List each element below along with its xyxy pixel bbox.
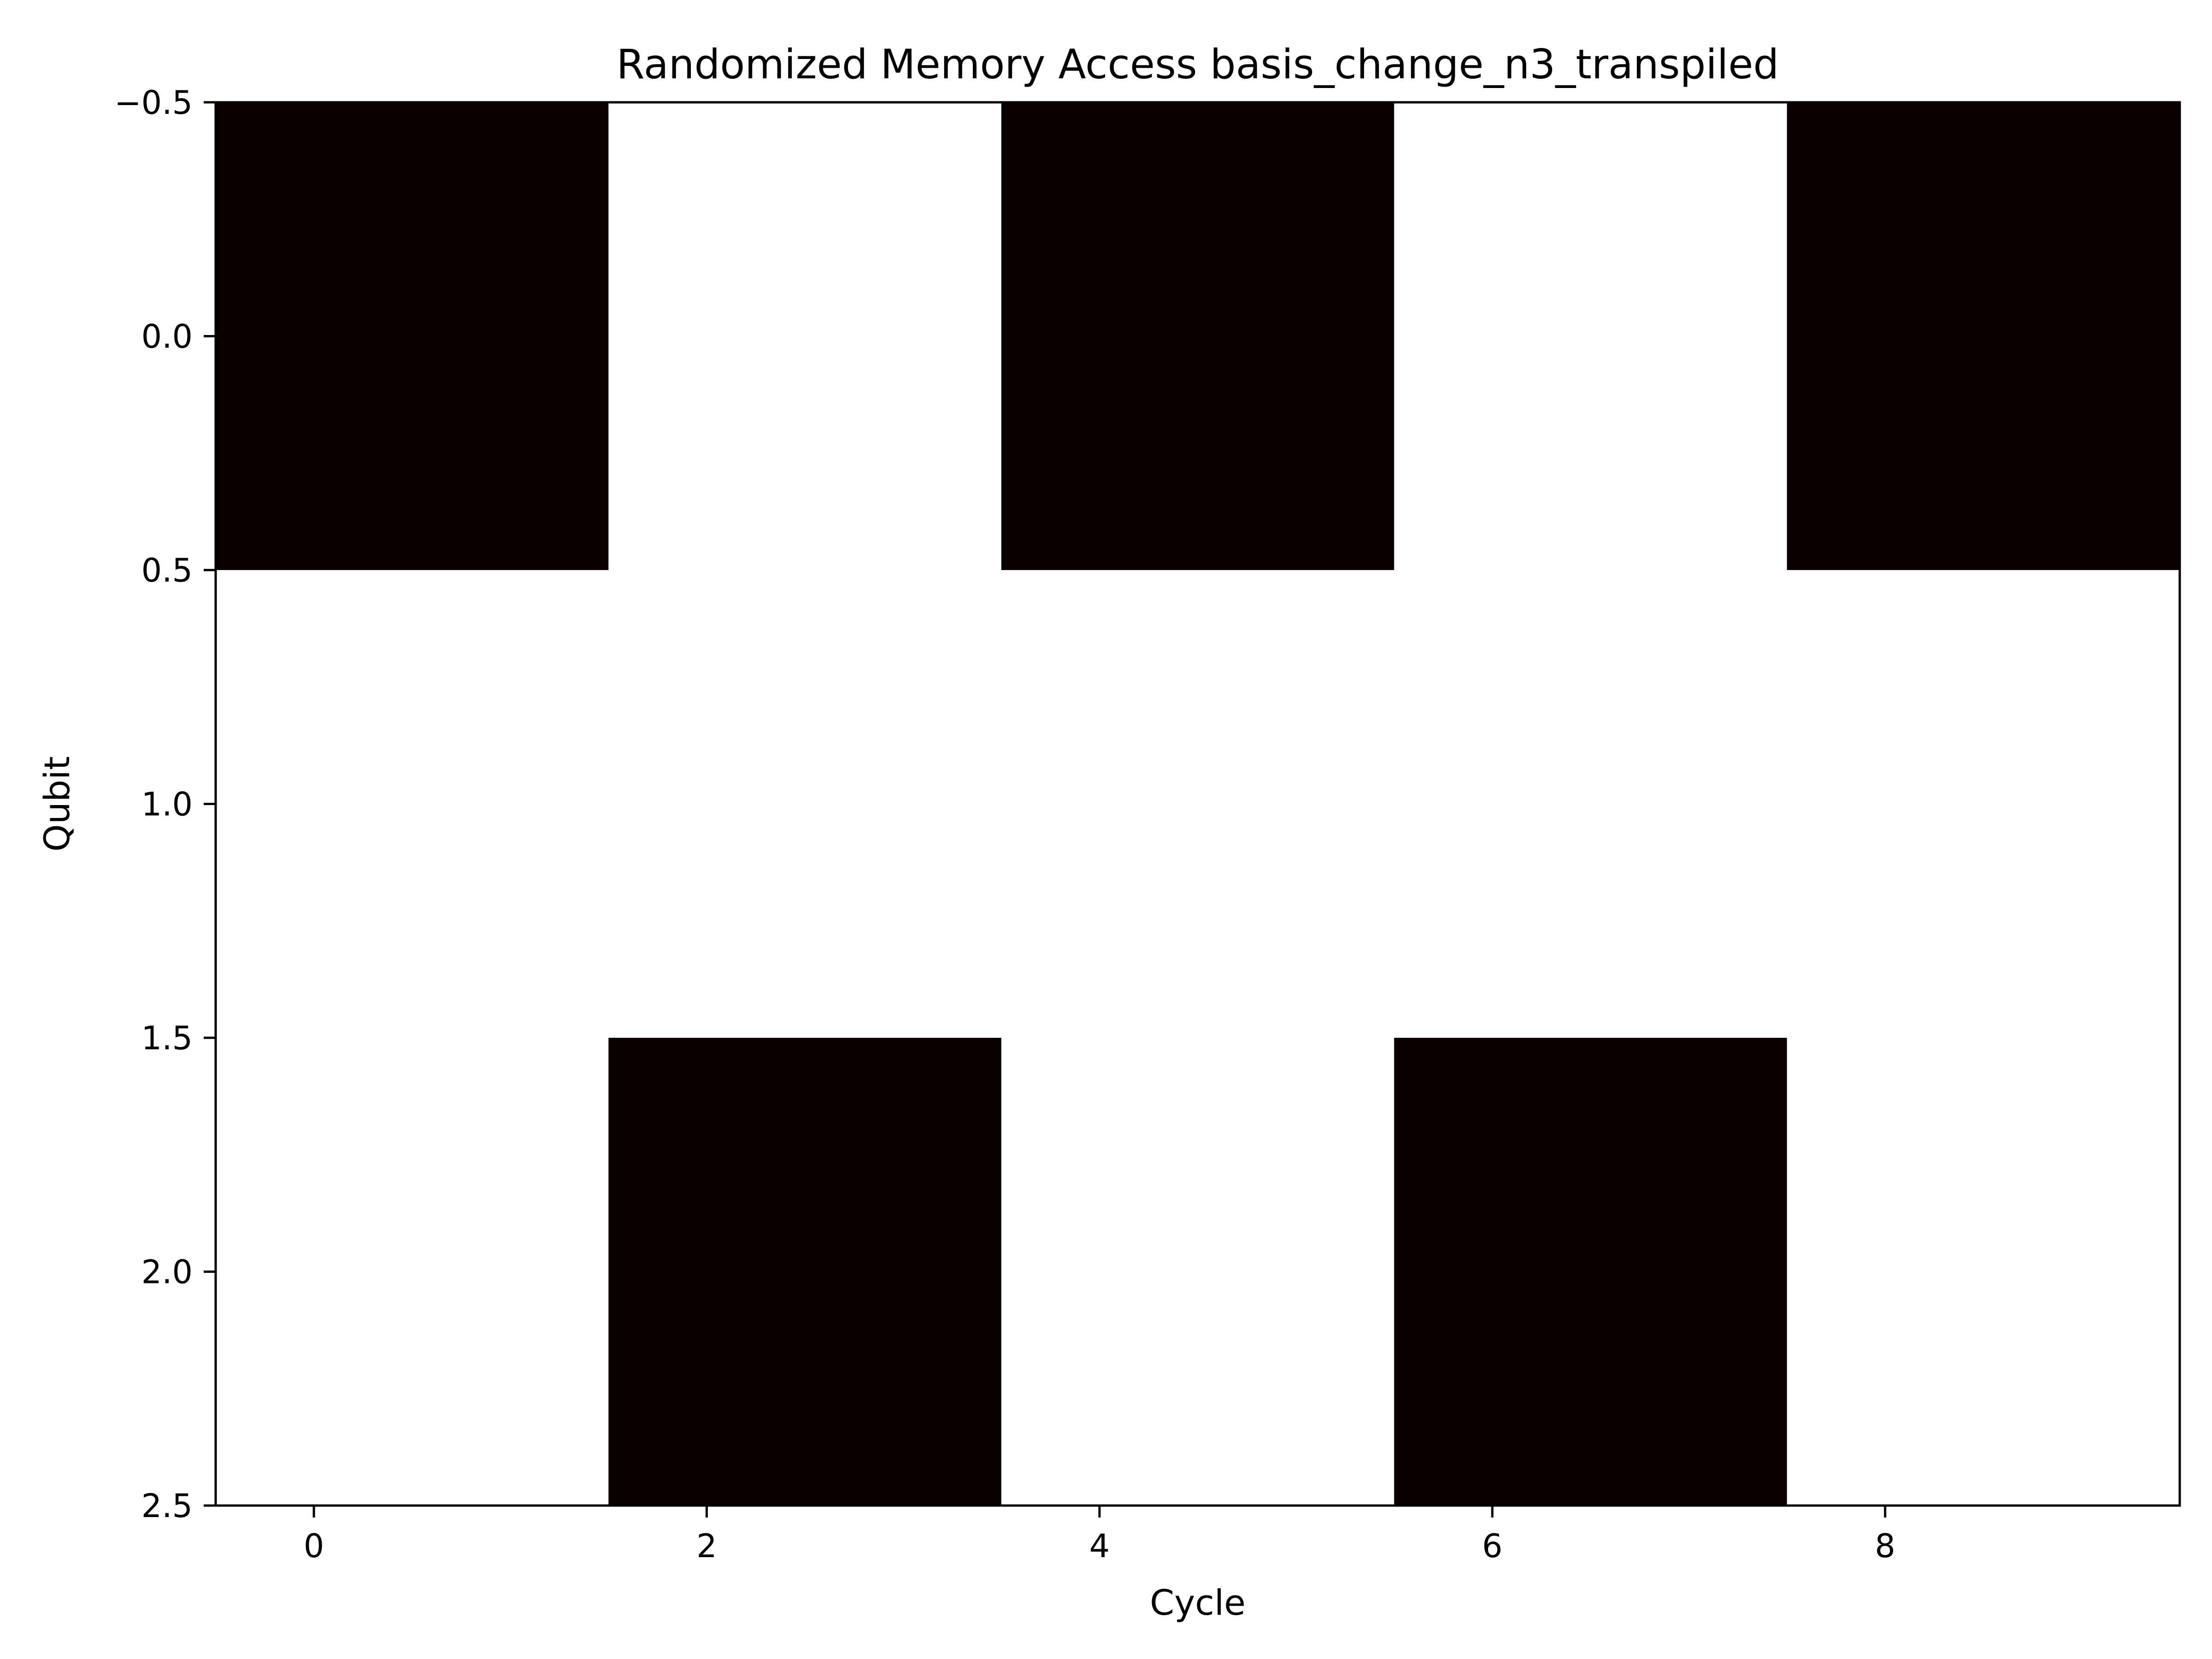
heatmap-cell [805, 570, 1002, 1038]
heatmap-cell [1001, 102, 1198, 571]
y-tick-label: 1.0 [141, 786, 193, 824]
heatmap-cell [1001, 570, 1198, 1038]
heatmap-cell [1787, 570, 1984, 1038]
heatmap-cell [216, 570, 412, 1038]
heatmap-cell [1394, 102, 1591, 571]
x-tick-label: 6 [1482, 1527, 1503, 1565]
heatmap-cell [1590, 1038, 1788, 1506]
x-tick-label: 8 [1875, 1527, 1895, 1565]
heatmap-cell [216, 1038, 412, 1506]
axis-ticks: 0 2 4 6 8 −0.5 0.0 0.5 1.0 1.5 2.0 2.5 [114, 84, 1895, 1565]
heatmap-cell [805, 1038, 1002, 1506]
heatmap-cell [608, 570, 806, 1038]
heatmap-cell [1198, 1038, 1394, 1506]
y-tick-label: 2.5 [141, 1487, 193, 1525]
heatmap-cell [1983, 102, 2180, 571]
x-tick-label: 0 [304, 1527, 324, 1565]
heatmap-cell [1001, 1038, 1198, 1506]
heatmap-cell [1590, 102, 1788, 571]
heatmap-cell [1590, 570, 1788, 1038]
heatmap-cell [1787, 1038, 1984, 1506]
y-axis-label: Qubit [36, 756, 77, 852]
heatmap-cell [412, 102, 609, 571]
heatmap-cell [1983, 570, 2180, 1038]
heatmap-cell [412, 1038, 609, 1506]
heatmap-cells [216, 102, 2180, 1506]
heatmap-cell [1394, 570, 1591, 1038]
heatmap-cell [805, 102, 1002, 571]
heatmap-cell [608, 1038, 806, 1506]
heatmap-cell [608, 102, 806, 571]
y-tick-label: 2.0 [141, 1253, 193, 1291]
y-tick-label: −0.5 [114, 84, 193, 122]
heatmap-cell [1394, 1038, 1591, 1506]
heatmap-cell [1983, 1038, 2180, 1506]
y-tick-label: 0.5 [141, 552, 193, 589]
heatmap-cell [1198, 570, 1394, 1038]
heatmap-cell [1198, 102, 1394, 571]
heatmap-cell [216, 102, 412, 571]
x-tick-label: 4 [1089, 1527, 1110, 1565]
plot-frame [214, 101, 2181, 1507]
chart-title: Randomized Memory Access basis_change_n3… [617, 41, 1779, 88]
heatmap-cell [412, 570, 609, 1038]
y-tick-label: 0.0 [141, 318, 193, 356]
x-tick-label: 2 [696, 1527, 717, 1565]
y-tick-label: 1.5 [141, 1019, 193, 1057]
x-axis-label: Cycle [1150, 1582, 1246, 1623]
heatmap-cell [1787, 102, 1984, 571]
